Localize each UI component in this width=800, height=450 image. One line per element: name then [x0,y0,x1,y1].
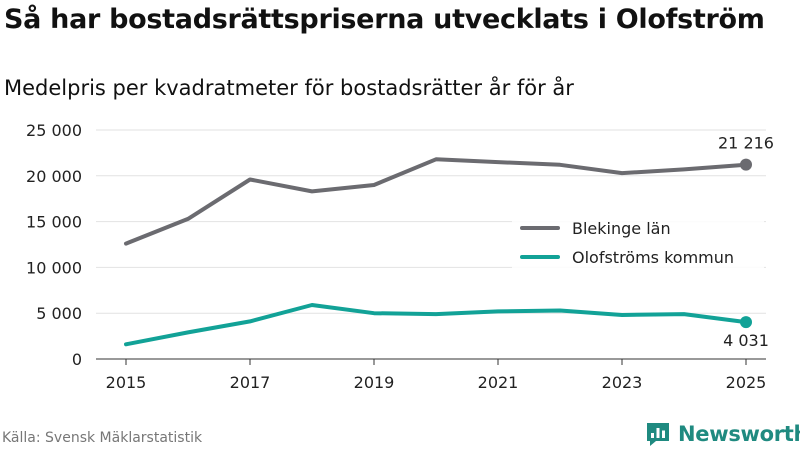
x-tick-label: 2021 [478,373,519,392]
chart-title: Så har bostadsrättspriserna utvecklats i… [4,4,765,35]
series-line-blekinge [124,157,748,246]
legend-background [512,212,764,274]
x-tick-label: 2019 [354,373,395,392]
brand-name: Newsworthy [678,422,800,446]
y-tick-label: 25 000 [26,121,82,140]
x-tick-label: 2015 [106,373,147,392]
x-tick-label: 2023 [602,373,643,392]
axes: 0 5 000 10 000 15 000 20 000 25 000 2015 2017 20… [26,121,766,392]
end-labels: 21 216 4 031 [718,134,774,350]
series-line-olofstrom [124,303,748,347]
newsworthy-logo-icon [647,423,669,446]
chart-subtitle: Medelpris per kvadratmeter för bostadsrä… [4,76,574,100]
brand-logo: Newsworthy [644,419,800,449]
x-tick-label: 2017 [230,373,271,392]
y-tick-label: 20 000 [26,167,82,186]
y-tick-label: 10 000 [26,258,82,277]
legend-label: Olofströms kommun [572,248,734,267]
legend: Blekinge län Olofströms kommun [512,212,764,274]
end-value-label: 21 216 [718,134,774,153]
y-tick-label: 5 000 [36,304,82,323]
end-point-marker [740,158,752,171]
series [124,157,752,347]
legend-label: Blekinge län [572,219,671,238]
end-value-label: 4 031 [723,331,769,350]
end-point-marker [740,316,752,329]
y-tick-label: 0 [72,350,82,369]
source-note: Källa: Svensk Mäklarstatistik [2,430,203,446]
x-tick-label: 2025 [726,373,767,392]
y-tick-label: 15 000 [26,213,82,232]
